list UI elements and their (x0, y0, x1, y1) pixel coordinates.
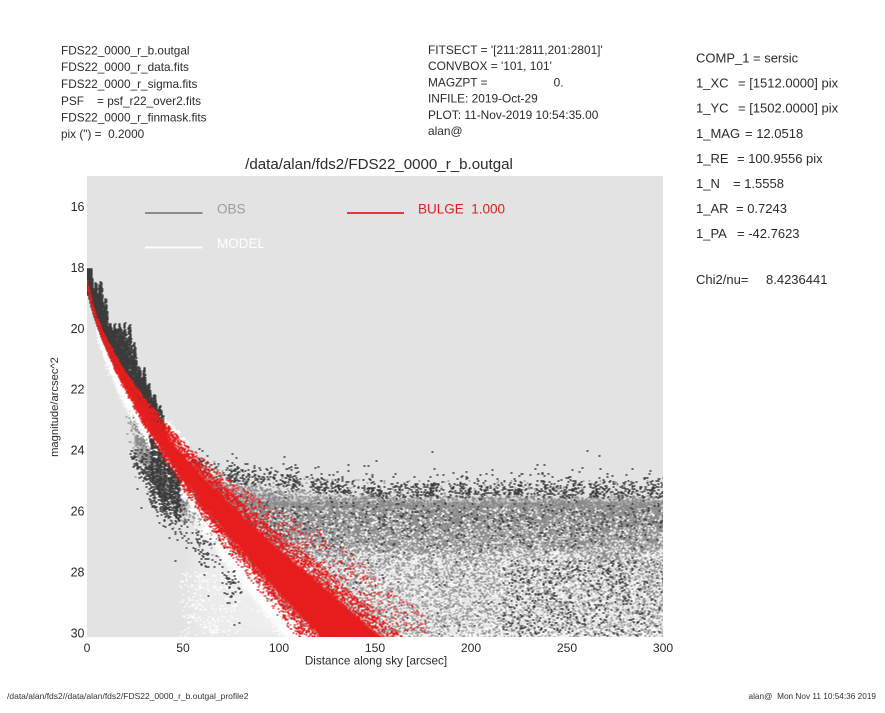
svg-text:250: 250 (557, 641, 578, 655)
svg-text:= -42.7623: = -42.7623 (737, 226, 800, 241)
svg-text:28: 28 (71, 566, 85, 580)
svg-text:FDS22_0000_r_sigma.fits: FDS22_0000_r_sigma.fits (61, 77, 197, 91)
svg-text:INFILE: 2019-Oct-29: INFILE: 2019-Oct-29 (428, 92, 538, 106)
svg-text:alan@ Mon Nov 11 10:54:36 201: alan@ Mon Nov 11 10:54:36 2019 (749, 692, 877, 701)
svg-text:MODEL: MODEL (217, 236, 266, 251)
svg-text:= [1502.0000] pix: = [1502.0000] pix (738, 101, 839, 116)
svg-text:Chi2/nu=: Chi2/nu= (696, 272, 748, 287)
svg-text:24: 24 (71, 444, 85, 458)
svg-text:20: 20 (71, 322, 85, 336)
svg-text:18: 18 (71, 261, 85, 275)
svg-text:= [1512.0000] pix: = [1512.0000] pix (738, 76, 839, 91)
svg-text:1_MAG: 1_MAG (696, 126, 740, 141)
svg-text:alan@: alan@ (428, 124, 463, 138)
svg-text:= 12.0518: = 12.0518 (745, 126, 803, 141)
svg-text:FITSECT = '[211:2811,201:2801]: FITSECT = '[211:2811,201:2801]' (428, 43, 603, 57)
svg-text:8.4236441: 8.4236441 (766, 272, 827, 287)
svg-text:CONVBOX = '101, 101': CONVBOX = '101, 101' (428, 59, 552, 73)
svg-text:200: 200 (461, 641, 482, 655)
svg-text:300: 300 (653, 641, 674, 655)
svg-text:1_RE: 1_RE (696, 151, 729, 166)
svg-text:COMP_1: COMP_1 (696, 51, 749, 66)
svg-text:= 0.7243: = 0.7243 (736, 201, 787, 216)
svg-text:50: 50 (176, 641, 190, 655)
svg-text:OBS: OBS (217, 202, 246, 217)
svg-text:= sersic: = sersic (753, 51, 799, 66)
svg-text:22: 22 (71, 383, 85, 397)
svg-text:= 1.5558: = 1.5558 (733, 176, 784, 191)
svg-text:100: 100 (269, 641, 290, 655)
svg-text:PSF = psf_r22_over2.fits: PSF = psf_r22_over2.fits (61, 94, 201, 108)
svg-text:pix (") = 0.2000: pix (") = 0.2000 (61, 127, 145, 141)
svg-text:BULGE 1.000: BULGE 1.000 (418, 202, 505, 217)
svg-text:30: 30 (71, 627, 85, 641)
svg-text:150: 150 (365, 641, 386, 655)
svg-text:0: 0 (84, 641, 91, 655)
svg-text:MAGZPT = 0.: MAGZPT = 0. (428, 75, 564, 89)
svg-text:/data/alan/fds2//data/alan/fds: /data/alan/fds2//data/alan/fds2/FDS22_00… (7, 691, 249, 701)
svg-text:16: 16 (71, 200, 85, 214)
svg-text:1_N: 1_N (696, 176, 720, 191)
svg-text:FDS22_0000_r_data.fits: FDS22_0000_r_data.fits (61, 60, 189, 74)
svg-text:FDS22_0000_r_b.outgal: FDS22_0000_r_b.outgal (61, 44, 190, 58)
svg-text:26: 26 (71, 505, 85, 519)
svg-text:= 100.9556 pix: = 100.9556 pix (737, 151, 823, 166)
svg-text:1_AR: 1_AR (696, 201, 729, 216)
svg-text:1_XC: 1_XC (696, 76, 729, 91)
svg-text:/data/alan/fds2/FDS22_0000_r_b: /data/alan/fds2/FDS22_0000_r_b.outgal (245, 156, 513, 173)
svg-text:Distance along sky [arcsec]: Distance along sky [arcsec] (305, 655, 447, 668)
svg-text:PLOT: 11-Nov-2019 10:54:35.00: PLOT: 11-Nov-2019 10:54:35.00 (428, 108, 599, 122)
svg-text:1_YC: 1_YC (696, 101, 729, 116)
svg-text:FDS22_0000_r_finmask.fits: FDS22_0000_r_finmask.fits (61, 111, 207, 125)
svg-text:magnitude/arcsec^2: magnitude/arcsec^2 (49, 357, 61, 457)
svg-text:1_PA: 1_PA (696, 226, 727, 241)
